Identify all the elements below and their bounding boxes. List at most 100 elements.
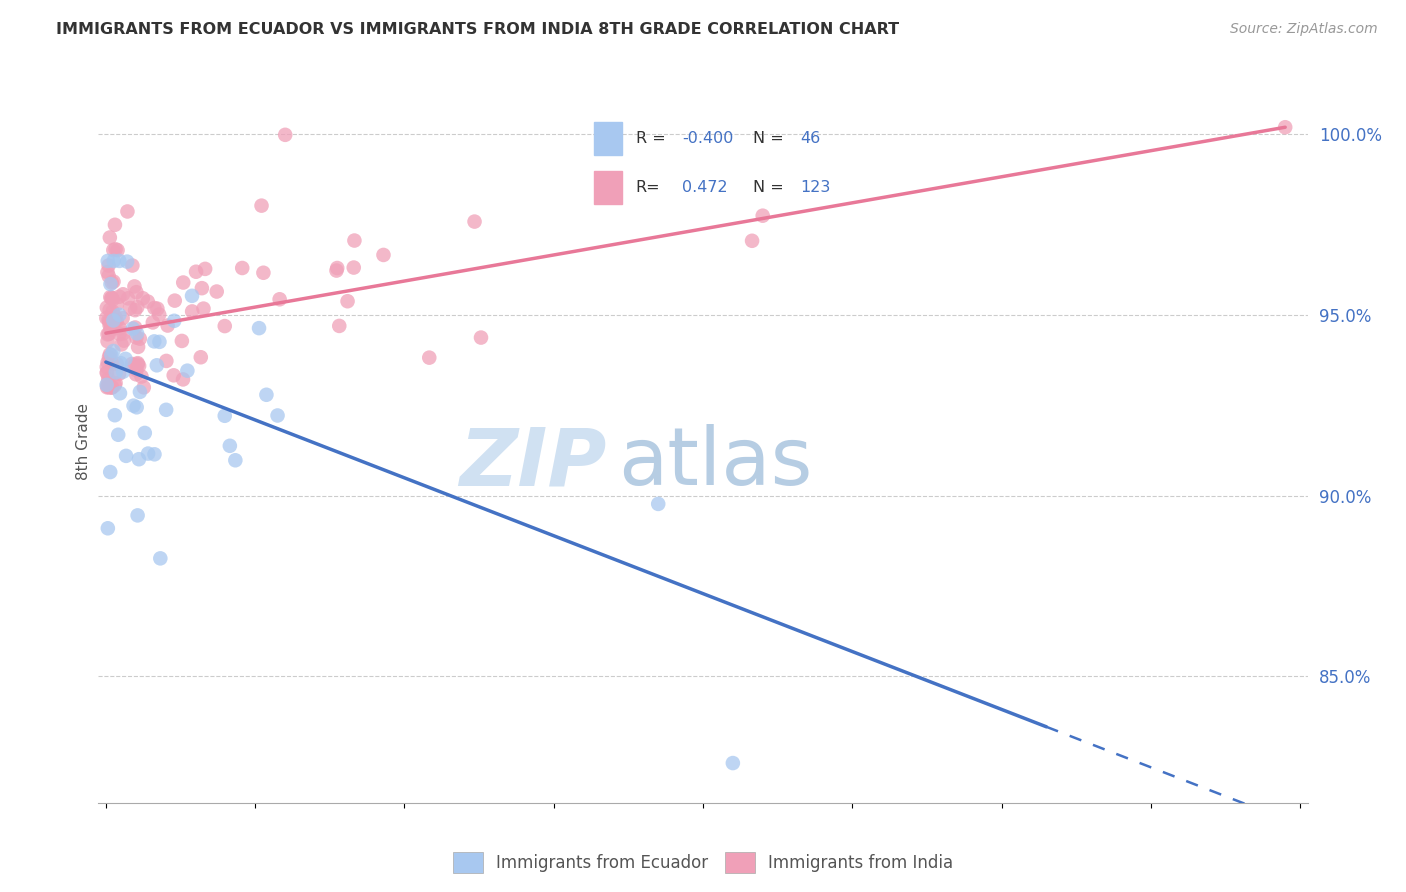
Point [97, 380, 120, 394]
Point [132, 291, 155, 305]
Point [97, 313, 120, 327]
Point [125, 285, 148, 300]
Point [96, 365, 118, 379]
Point [143, 447, 166, 461]
Point [266, 409, 288, 423]
Point [101, 304, 124, 318]
Point [96, 366, 118, 380]
Point [104, 310, 127, 324]
Bar [595, 170, 621, 204]
Point [124, 320, 146, 334]
Point [343, 260, 366, 275]
Point [181, 304, 204, 318]
Point [100, 380, 122, 394]
Point [100, 291, 122, 305]
Point [107, 244, 129, 258]
Point [107, 427, 129, 442]
Point [125, 326, 148, 341]
Point [100, 321, 122, 335]
Point [1274, 120, 1296, 135]
Point [103, 275, 125, 289]
Point [148, 334, 170, 349]
Point [143, 301, 166, 315]
Text: N =: N = [754, 131, 785, 145]
Point [184, 265, 207, 279]
Point [101, 293, 124, 307]
Point [112, 365, 135, 379]
Point [129, 384, 152, 399]
Point [103, 253, 125, 268]
Point [114, 351, 136, 366]
Point [97, 268, 120, 283]
Text: R =: R = [636, 131, 665, 145]
Point [101, 317, 124, 331]
Point [269, 293, 291, 307]
Point [125, 368, 148, 382]
Point [101, 356, 124, 370]
Point [104, 376, 127, 391]
Point [98, 302, 121, 317]
Point [101, 380, 124, 394]
Point [96, 359, 118, 374]
Point [155, 354, 177, 368]
Point [470, 330, 492, 344]
Text: N =: N = [754, 180, 785, 194]
Point [127, 340, 149, 354]
Point [124, 303, 146, 318]
Point [97, 379, 120, 393]
Point [103, 243, 125, 257]
Point [117, 204, 139, 219]
Point [250, 199, 273, 213]
Text: -0.400: -0.400 [682, 131, 734, 145]
Point [98, 290, 121, 304]
Point [214, 319, 236, 334]
Point [97, 376, 120, 391]
Point [336, 294, 359, 309]
Point [125, 330, 148, 344]
Point [98, 347, 121, 361]
Point [103, 311, 125, 326]
Legend: Immigrants from Ecuador, Immigrants from India: Immigrants from Ecuador, Immigrants from… [446, 846, 960, 880]
Point [108, 326, 131, 341]
Point [143, 334, 166, 349]
Point [111, 311, 134, 326]
Point [105, 314, 128, 328]
Point [115, 254, 138, 268]
Point [120, 301, 142, 315]
Point [115, 449, 138, 463]
Point [125, 363, 148, 377]
Point [108, 290, 131, 304]
Point [98, 318, 121, 332]
Point [741, 234, 763, 248]
Text: 0.472: 0.472 [682, 180, 728, 194]
Point [127, 508, 149, 523]
Y-axis label: 8th Grade: 8th Grade [76, 403, 91, 480]
Point [125, 401, 148, 415]
Point [190, 351, 212, 365]
Point [112, 334, 135, 348]
Point [104, 242, 127, 256]
Point [98, 314, 121, 328]
Point [96, 301, 118, 315]
Point [96, 265, 118, 279]
Point [121, 259, 143, 273]
Point [98, 230, 121, 244]
Point [100, 348, 122, 362]
Point [148, 308, 170, 322]
Point [96, 377, 118, 392]
Point [97, 334, 120, 349]
Point [110, 356, 132, 370]
Point [181, 289, 204, 303]
Point [96, 380, 118, 394]
Point [98, 465, 121, 479]
Point [191, 281, 214, 295]
Point [252, 266, 274, 280]
Point [97, 326, 120, 341]
Point [121, 357, 143, 371]
Bar [595, 121, 621, 155]
Point [163, 314, 186, 328]
Point [172, 276, 194, 290]
Point [214, 409, 236, 423]
Text: R=: R= [636, 180, 661, 194]
Point [163, 368, 186, 383]
